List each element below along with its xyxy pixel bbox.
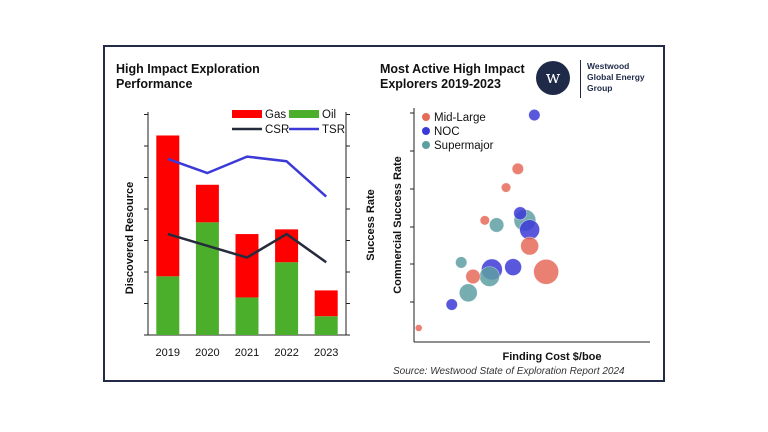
x-tick-label-2022: 2022 bbox=[274, 347, 298, 359]
right-chart: Success Rate Commercial Success Rate Fin… bbox=[365, 108, 650, 363]
bubble-mid-large-6 bbox=[533, 258, 559, 285]
bar-oil-2021 bbox=[235, 297, 259, 335]
legend-label-supermajor: Supermajor bbox=[434, 140, 494, 152]
logo-text: Westwood Global Energy Group bbox=[587, 61, 662, 94]
bubble-mid-large-2 bbox=[479, 215, 490, 226]
westwood-logo: w Westwood Global Energy Group bbox=[536, 60, 656, 98]
legend-dot-noc bbox=[422, 127, 430, 135]
left-chart: 2019 2020 2021 2022 2023 Discovered Resource… bbox=[124, 109, 350, 359]
legend-dot-supermajor bbox=[422, 141, 430, 149]
bar-oil-2020 bbox=[195, 222, 219, 335]
bubble-mid-large-5 bbox=[520, 236, 539, 256]
right-bubbles bbox=[414, 109, 559, 332]
right-legend: Mid-Large NOC Supermajor bbox=[422, 112, 494, 152]
bubble-noc-7 bbox=[445, 298, 458, 311]
x-tick-label-2021: 2021 bbox=[235, 347, 259, 359]
logo-line2: Global Energy bbox=[587, 72, 645, 82]
bar-gas-2021 bbox=[235, 234, 259, 298]
legend-label-csr: CSR bbox=[265, 124, 289, 136]
bubble-noc-10 bbox=[513, 206, 528, 221]
x-tick-label-2020: 2020 bbox=[195, 347, 219, 359]
legend-label-noc: NOC bbox=[434, 126, 460, 138]
bubble-noc-11 bbox=[519, 219, 540, 240]
bar-oil-2023 bbox=[314, 316, 338, 335]
legend-label-gas: Gas bbox=[265, 109, 286, 121]
bar-gas-2020 bbox=[195, 184, 219, 223]
bubble-supermajor-15 bbox=[479, 266, 500, 287]
left-axis-ticks bbox=[144, 114, 350, 336]
legend-label-oil: Oil bbox=[322, 109, 336, 121]
bubble-supermajor-14 bbox=[458, 283, 478, 303]
legend-label-mid-large: Mid-Large bbox=[434, 112, 486, 124]
bubble-mid-large-0 bbox=[414, 324, 423, 332]
logo-divider bbox=[580, 60, 581, 98]
right-x-axis-label: Finding Cost $/boe bbox=[503, 351, 602, 363]
legend-label-tsr: TSR bbox=[322, 124, 345, 136]
right-y-axis-label-outer: Success Rate bbox=[365, 189, 377, 261]
source-note: Source: Westwood State of Exploration Re… bbox=[393, 366, 625, 377]
legend-swatch-gas bbox=[232, 110, 262, 118]
bar-oil-2022 bbox=[275, 262, 299, 335]
bubble-supermajor-13 bbox=[455, 256, 468, 269]
right-chart-title-line2: Explorers 2019-2023 bbox=[380, 77, 501, 91]
left-chart-title: High Impact Exploration Performance bbox=[116, 62, 306, 92]
legend-dot-mid-large bbox=[422, 113, 430, 121]
left-chart-title-line2: Performance bbox=[116, 77, 193, 91]
left-bars bbox=[156, 135, 338, 335]
bubble-supermajor-16 bbox=[489, 217, 505, 233]
right-y-axis-label-inner: Commercial Success Rate bbox=[392, 156, 404, 294]
x-tick-label-2019: 2019 bbox=[156, 347, 180, 359]
left-lines bbox=[167, 155, 328, 264]
bar-gas-2023 bbox=[314, 290, 338, 317]
bubble-noc-12 bbox=[528, 109, 541, 122]
logo-line3: Group bbox=[587, 83, 613, 93]
right-chart-title: Most Active High Impact Explorers 2019-2… bbox=[380, 62, 540, 92]
bar-gas-2019 bbox=[156, 135, 180, 277]
line-tsr bbox=[167, 155, 328, 198]
left-y-axis-label: Discovered Resource bbox=[124, 182, 136, 295]
bubble-mid-large-3 bbox=[500, 182, 512, 193]
bubble-mid-large-1 bbox=[465, 268, 481, 284]
bubble-noc-9 bbox=[504, 258, 522, 276]
logo-line1: Westwood bbox=[587, 61, 630, 71]
bar-oil-2019 bbox=[156, 276, 180, 335]
left-chart-title-line1: High Impact Exploration bbox=[116, 62, 260, 76]
left-x-tick-labels: 2019 2020 2021 2022 2023 bbox=[156, 347, 339, 359]
logo-mark-icon: w bbox=[536, 61, 570, 95]
right-axis-ticks bbox=[410, 112, 414, 303]
legend-swatch-oil bbox=[289, 110, 319, 118]
left-legend: Gas Oil CSR TSR bbox=[232, 109, 345, 136]
line-csr bbox=[167, 232, 327, 264]
bubble-mid-large-4 bbox=[511, 162, 524, 175]
x-tick-label-2023: 2023 bbox=[314, 347, 338, 359]
right-chart-title-line1: Most Active High Impact bbox=[380, 62, 525, 76]
